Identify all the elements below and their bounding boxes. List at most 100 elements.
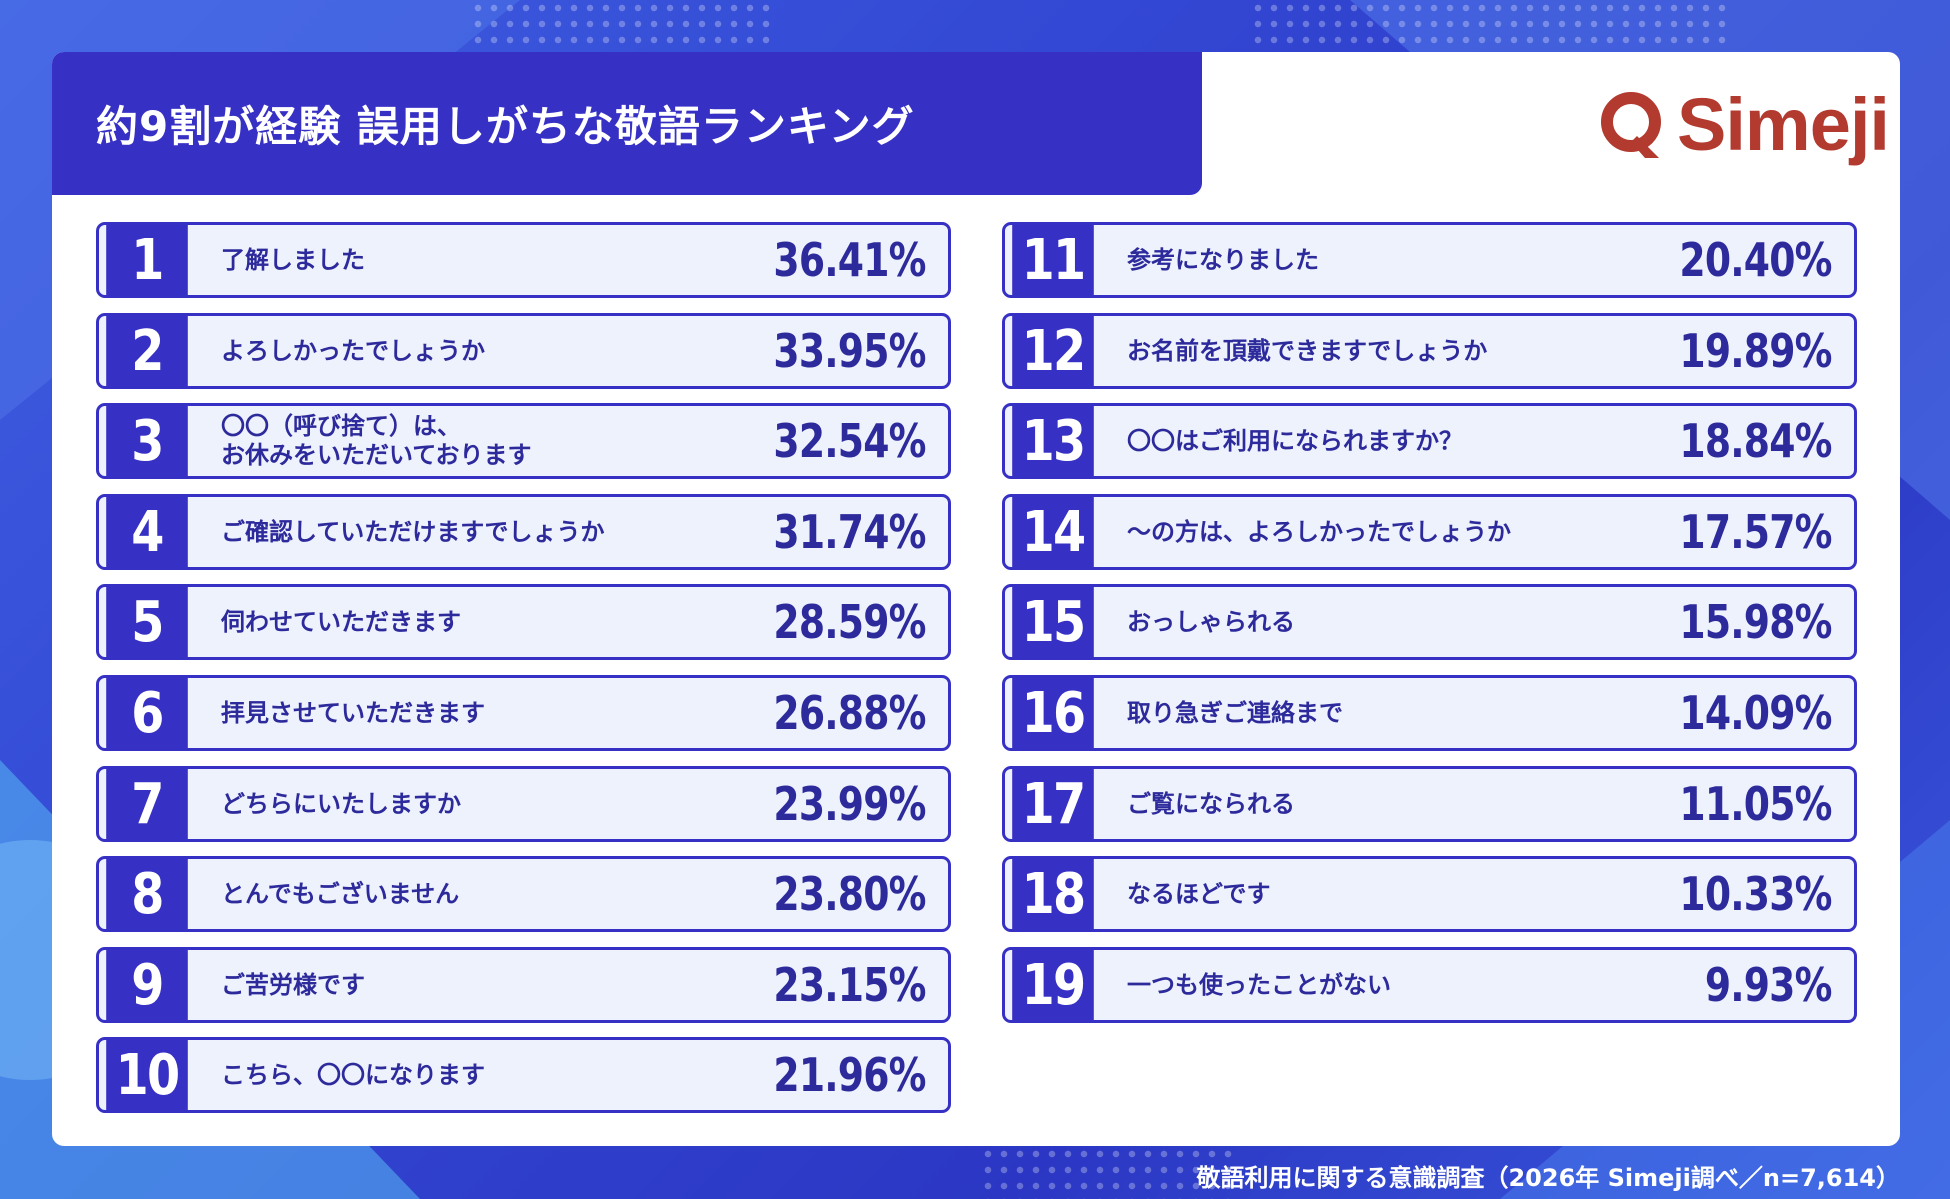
percentage-value: 10.33% xyxy=(1646,859,1854,929)
percentage-text: 15.98% xyxy=(1679,595,1833,649)
ranking-row: 18 なるほどです 10.33% xyxy=(1002,856,1857,932)
percentage-text: 17.57% xyxy=(1679,505,1833,559)
percentage-text: 9.93% xyxy=(1705,958,1833,1012)
percentage-text: 28.59% xyxy=(773,595,927,649)
percentage-text: 20.40% xyxy=(1679,233,1833,287)
keigo-phrase: こちら、〇〇になります xyxy=(221,1060,485,1089)
keigo-phrase: ご確認していただけますでしょうか xyxy=(221,517,605,546)
percentage-text: 21.96% xyxy=(773,1048,927,1102)
percentage-value: 14.09% xyxy=(1646,678,1854,748)
percentage-value: 32.54% xyxy=(740,406,948,476)
rank-number: 6 xyxy=(106,678,188,748)
rank-number: 5 xyxy=(106,587,188,657)
keigo-phrase: 〇〇（呼び捨て）は、 お休みをいただいております xyxy=(221,412,532,469)
rank-number: 3 xyxy=(106,406,188,476)
ranking-row: 6 拝見させていただきます 26.88% xyxy=(96,675,951,751)
keigo-phrase: 一つも使ったことがない xyxy=(1127,970,1391,999)
ranking-row: 16 取り急ぎご連絡まで 14.09% xyxy=(1002,675,1857,751)
percentage-value: 23.15% xyxy=(740,950,948,1020)
keigo-phrase: よろしかったでしょうか xyxy=(221,336,485,365)
ranking-row: 1 了解しました 36.41% xyxy=(96,222,951,298)
percentage-value: 17.57% xyxy=(1646,497,1854,567)
ranking-row: 14 〜の方は、よろしかったでしょうか 17.57% xyxy=(1002,494,1857,570)
percentage-value: 20.40% xyxy=(1646,225,1854,295)
dot-pattern-top xyxy=(470,0,770,52)
keigo-phrase: 参考になりました xyxy=(1127,245,1319,274)
rank-number: 17 xyxy=(1012,769,1094,839)
percentage-text: 10.33% xyxy=(1679,867,1833,921)
ranking-row: 8 とんでもございません 23.80% xyxy=(96,856,951,932)
ranking-row: 2 よろしかったでしょうか 33.95% xyxy=(96,313,951,389)
percentage-text: 23.99% xyxy=(773,777,927,831)
ranking-row: 11 参考になりました 20.40% xyxy=(1002,222,1857,298)
page-title: 約9割が経験 誤用しがちな敬語ランキング xyxy=(96,102,915,151)
percentage-text: 31.74% xyxy=(773,505,927,559)
percentage-text: 23.80% xyxy=(773,867,927,921)
simeji-logo: Simeji xyxy=(1597,80,1890,170)
percentage-value: 21.96% xyxy=(740,1040,948,1110)
survey-source: 敬語利用に関する意識調査（2026年 Simeji調べ／n=7,614） xyxy=(1196,1164,1900,1192)
keigo-phrase: お名前を頂戴できますでしょうか xyxy=(1127,336,1488,365)
percentage-value: 9.93% xyxy=(1654,950,1854,1020)
rank-number: 14 xyxy=(1012,497,1094,567)
rank-number: 9 xyxy=(106,950,188,1020)
keigo-phrase: ご苦労様です xyxy=(221,970,365,999)
ranking-row: 17 ご覧になられる 11.05% xyxy=(1002,766,1857,842)
keigo-phrase: おっしゃられる xyxy=(1127,607,1295,636)
keigo-phrase: ご覧になられる xyxy=(1127,789,1295,818)
keigo-phrase: 伺わせていただきます xyxy=(221,607,461,636)
ranking-row: 7 どちらにいたしますか 23.99% xyxy=(96,766,951,842)
percentage-value: 15.98% xyxy=(1646,587,1854,657)
speech-bubble-q-icon xyxy=(1601,92,1661,158)
rank-number: 16 xyxy=(1012,678,1094,748)
percentage-text: 26.88% xyxy=(773,686,927,740)
percentage-text: 36.41% xyxy=(773,233,927,287)
keigo-phrase: 了解しました xyxy=(221,245,365,274)
ranking-row: 19 一つも使ったことがない 9.93% xyxy=(1002,947,1857,1023)
percentage-text: 14.09% xyxy=(1679,686,1833,740)
percentage-value: 28.59% xyxy=(740,587,948,657)
percentage-value: 23.80% xyxy=(740,859,948,929)
rank-number: 11 xyxy=(1012,225,1094,295)
keigo-phrase: 〇〇はご利用になられますか？ xyxy=(1127,426,1463,455)
percentage-value: 23.99% xyxy=(740,769,948,839)
keigo-phrase: 取り急ぎご連絡まで xyxy=(1127,698,1343,727)
ranking-row: 13 〇〇はご利用になられますか？ 18.84% xyxy=(1002,403,1857,479)
ranking-row: 4 ご確認していただけますでしょうか 31.74% xyxy=(96,494,951,570)
title-bar: 約9割が経験 誤用しがちな敬語ランキング xyxy=(52,52,1202,195)
ranking-row: 9 ご苦労様です 23.15% xyxy=(96,947,951,1023)
keigo-phrase: とんでもございません xyxy=(221,879,460,908)
rank-number: 10 xyxy=(106,1040,188,1110)
ranking-row: 12 お名前を頂戴できますでしょうか 19.89% xyxy=(1002,313,1857,389)
rank-number: 15 xyxy=(1012,587,1094,657)
keigo-phrase: 〜の方は、よろしかったでしょうか xyxy=(1127,517,1511,546)
rank-number: 19 xyxy=(1012,950,1094,1020)
ranking-row: 3 〇〇（呼び捨て）は、 お休みをいただいております 32.54% xyxy=(96,403,951,479)
rank-number: 8 xyxy=(106,859,188,929)
rank-number: 2 xyxy=(106,316,188,386)
rank-number: 18 xyxy=(1012,859,1094,929)
percentage-value: 33.95% xyxy=(740,316,948,386)
rank-number: 13 xyxy=(1012,406,1094,476)
rank-number: 4 xyxy=(106,497,188,567)
rank-number: 12 xyxy=(1012,316,1094,386)
percentage-text: 18.84% xyxy=(1679,414,1833,468)
percentage-value: 26.88% xyxy=(740,678,948,748)
rank-number: 1 xyxy=(106,225,188,295)
percentage-value: 18.84% xyxy=(1646,406,1854,476)
percentage-value: 11.05% xyxy=(1646,769,1854,839)
ranking-row: 10 こちら、〇〇になります 21.96% xyxy=(96,1037,951,1113)
ranking-row: 5 伺わせていただきます 28.59% xyxy=(96,584,951,660)
keigo-phrase: なるほどです xyxy=(1127,879,1271,908)
percentage-value: 19.89% xyxy=(1646,316,1854,386)
percentage-text: 32.54% xyxy=(773,414,927,468)
brand-name: Simeji xyxy=(1677,83,1890,166)
percentage-value: 31.74% xyxy=(740,497,948,567)
keigo-phrase: どちらにいたしますか xyxy=(221,789,461,818)
dot-pattern-top-right xyxy=(1250,0,1730,52)
ranking-card: 約9割が経験 誤用しがちな敬語ランキング Simeji 1 了解しました 36.41… xyxy=(52,52,1900,1146)
percentage-value: 36.41% xyxy=(740,225,948,295)
percentage-text: 23.15% xyxy=(773,958,927,1012)
rank-number: 7 xyxy=(106,769,188,839)
percentage-text: 19.89% xyxy=(1679,324,1833,378)
